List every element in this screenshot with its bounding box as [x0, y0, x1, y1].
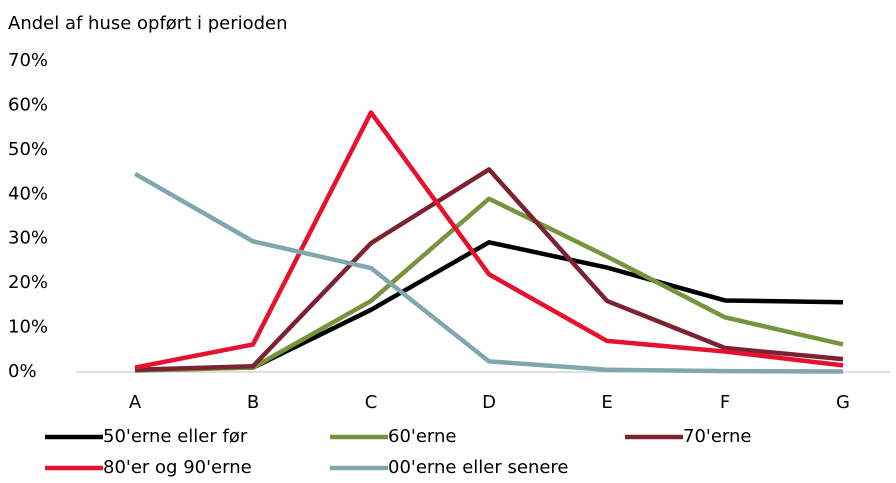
axis-title: Andel af huse opført i perioden: [8, 13, 288, 34]
legend-label: 60'erne: [388, 426, 457, 447]
series-line: [134, 167, 844, 373]
y-tick-label: 70%: [8, 50, 48, 71]
series-line: [134, 110, 844, 370]
y-tick-label: 10%: [8, 317, 48, 338]
y-tick-label: 20%: [8, 272, 48, 293]
y-tick-label: 40%: [8, 183, 48, 204]
x-tick-label: D: [482, 392, 496, 413]
legend-label: 80'er og 90'erne: [103, 457, 252, 478]
y-tick-label: 60%: [8, 94, 48, 115]
x-tick-label: G: [836, 392, 850, 413]
x-tick-label: A: [129, 392, 142, 413]
series-line: [133, 171, 844, 374]
x-tick-label: C: [365, 392, 378, 413]
x-tick-label: B: [247, 392, 259, 413]
y-tick-label: 50%: [8, 139, 48, 160]
y-tick-label: 0%: [8, 361, 37, 382]
legend-label: 50'erne eller før: [103, 426, 248, 447]
x-tick-label: E: [601, 392, 612, 413]
y-tick-label: 30%: [8, 228, 48, 249]
legend-label: 00'erne eller senere: [388, 457, 569, 478]
x-tick-label: F: [720, 392, 730, 413]
legend-label: 70'erne: [683, 426, 752, 447]
